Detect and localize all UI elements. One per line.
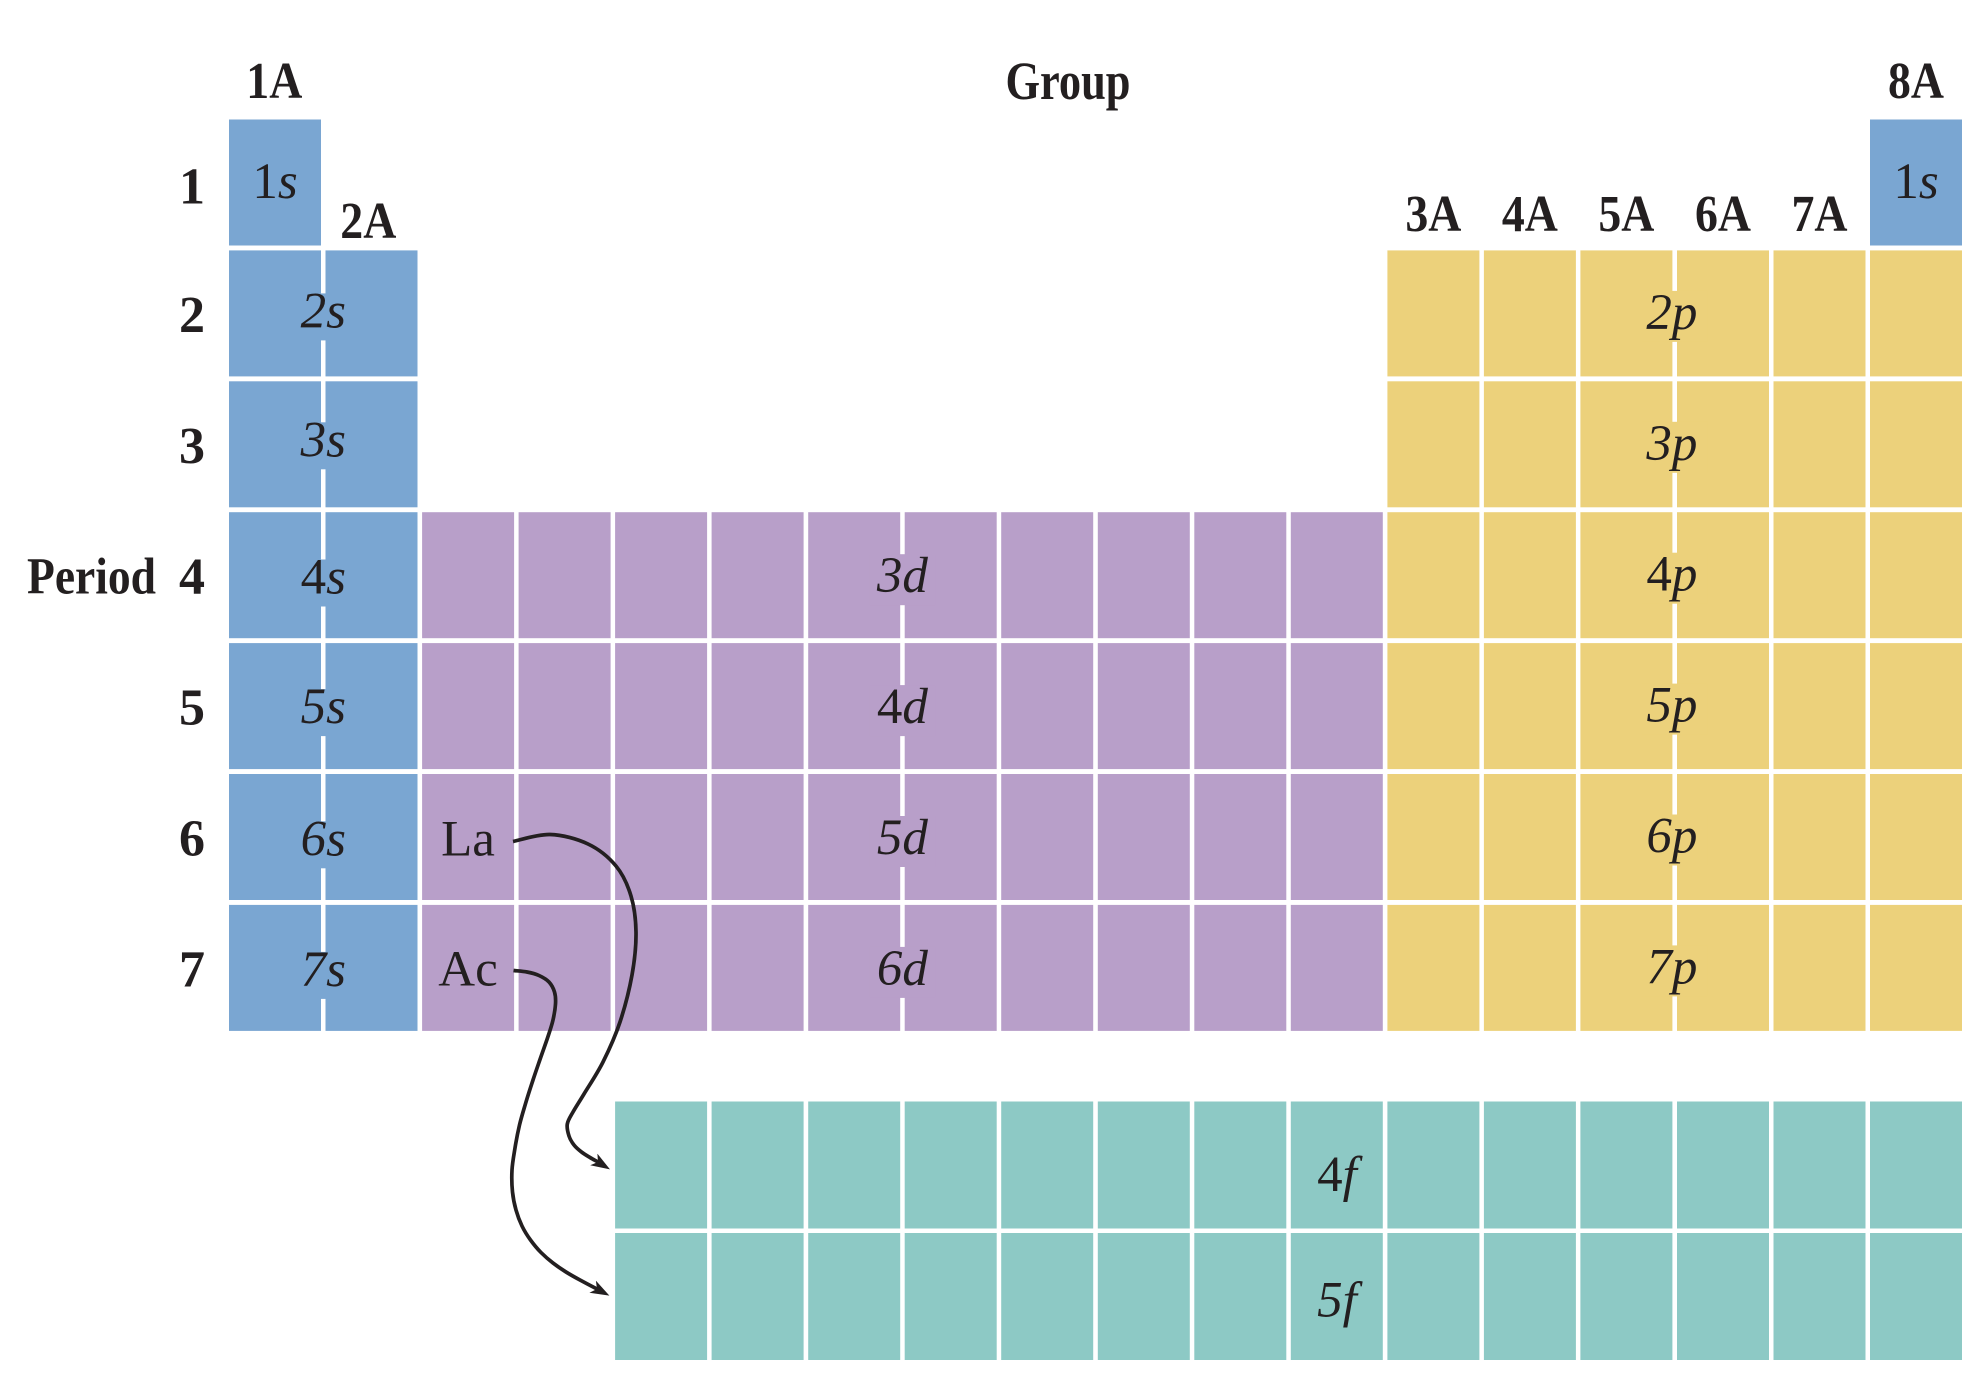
svg-text:4: 4 xyxy=(179,549,205,606)
svg-text:3A: 3A xyxy=(1405,186,1461,243)
svg-text:1s: 1s xyxy=(1893,154,1938,210)
svg-text:4f: 4f xyxy=(1317,1147,1364,1203)
svg-text:Ac: Ac xyxy=(438,942,497,998)
svg-text:6d: 6d xyxy=(877,941,929,997)
svg-text:7A: 7A xyxy=(1792,186,1848,243)
svg-text:La: La xyxy=(441,812,495,868)
svg-text:3d: 3d xyxy=(876,548,929,604)
svg-text:8A: 8A xyxy=(1888,53,1944,110)
svg-text:3p: 3p xyxy=(1645,416,1697,472)
svg-text:6A: 6A xyxy=(1695,186,1751,243)
svg-text:1: 1 xyxy=(179,158,205,215)
svg-text:6p: 6p xyxy=(1646,809,1697,865)
svg-text:4d: 4d xyxy=(877,679,929,735)
svg-text:5p: 5p xyxy=(1646,678,1697,734)
svg-text:5: 5 xyxy=(179,680,205,737)
svg-text:1s: 1s xyxy=(252,154,297,210)
svg-text:Group: Group xyxy=(1006,51,1131,111)
svg-text:2p: 2p xyxy=(1646,285,1697,341)
svg-text:3s: 3s xyxy=(300,412,346,468)
svg-text:7p: 7p xyxy=(1646,939,1697,995)
svg-text:1A: 1A xyxy=(246,53,302,110)
svg-text:Period: Period xyxy=(27,549,156,606)
svg-text:2A: 2A xyxy=(340,193,396,250)
svg-text:2s: 2s xyxy=(301,283,346,339)
svg-text:7s: 7s xyxy=(301,942,346,998)
svg-text:5s: 5s xyxy=(301,679,346,735)
svg-text:5A: 5A xyxy=(1598,186,1654,243)
svg-text:5d: 5d xyxy=(877,810,929,866)
svg-text:6: 6 xyxy=(179,811,205,868)
svg-text:2: 2 xyxy=(179,287,205,344)
svg-text:4s: 4s xyxy=(301,550,346,606)
svg-text:6s: 6s xyxy=(301,811,346,867)
svg-text:3: 3 xyxy=(179,418,205,475)
svg-text:4p: 4p xyxy=(1646,547,1697,603)
svg-text:7: 7 xyxy=(179,941,205,998)
svg-text:5f: 5f xyxy=(1317,1273,1364,1329)
svg-text:4A: 4A xyxy=(1502,186,1558,243)
